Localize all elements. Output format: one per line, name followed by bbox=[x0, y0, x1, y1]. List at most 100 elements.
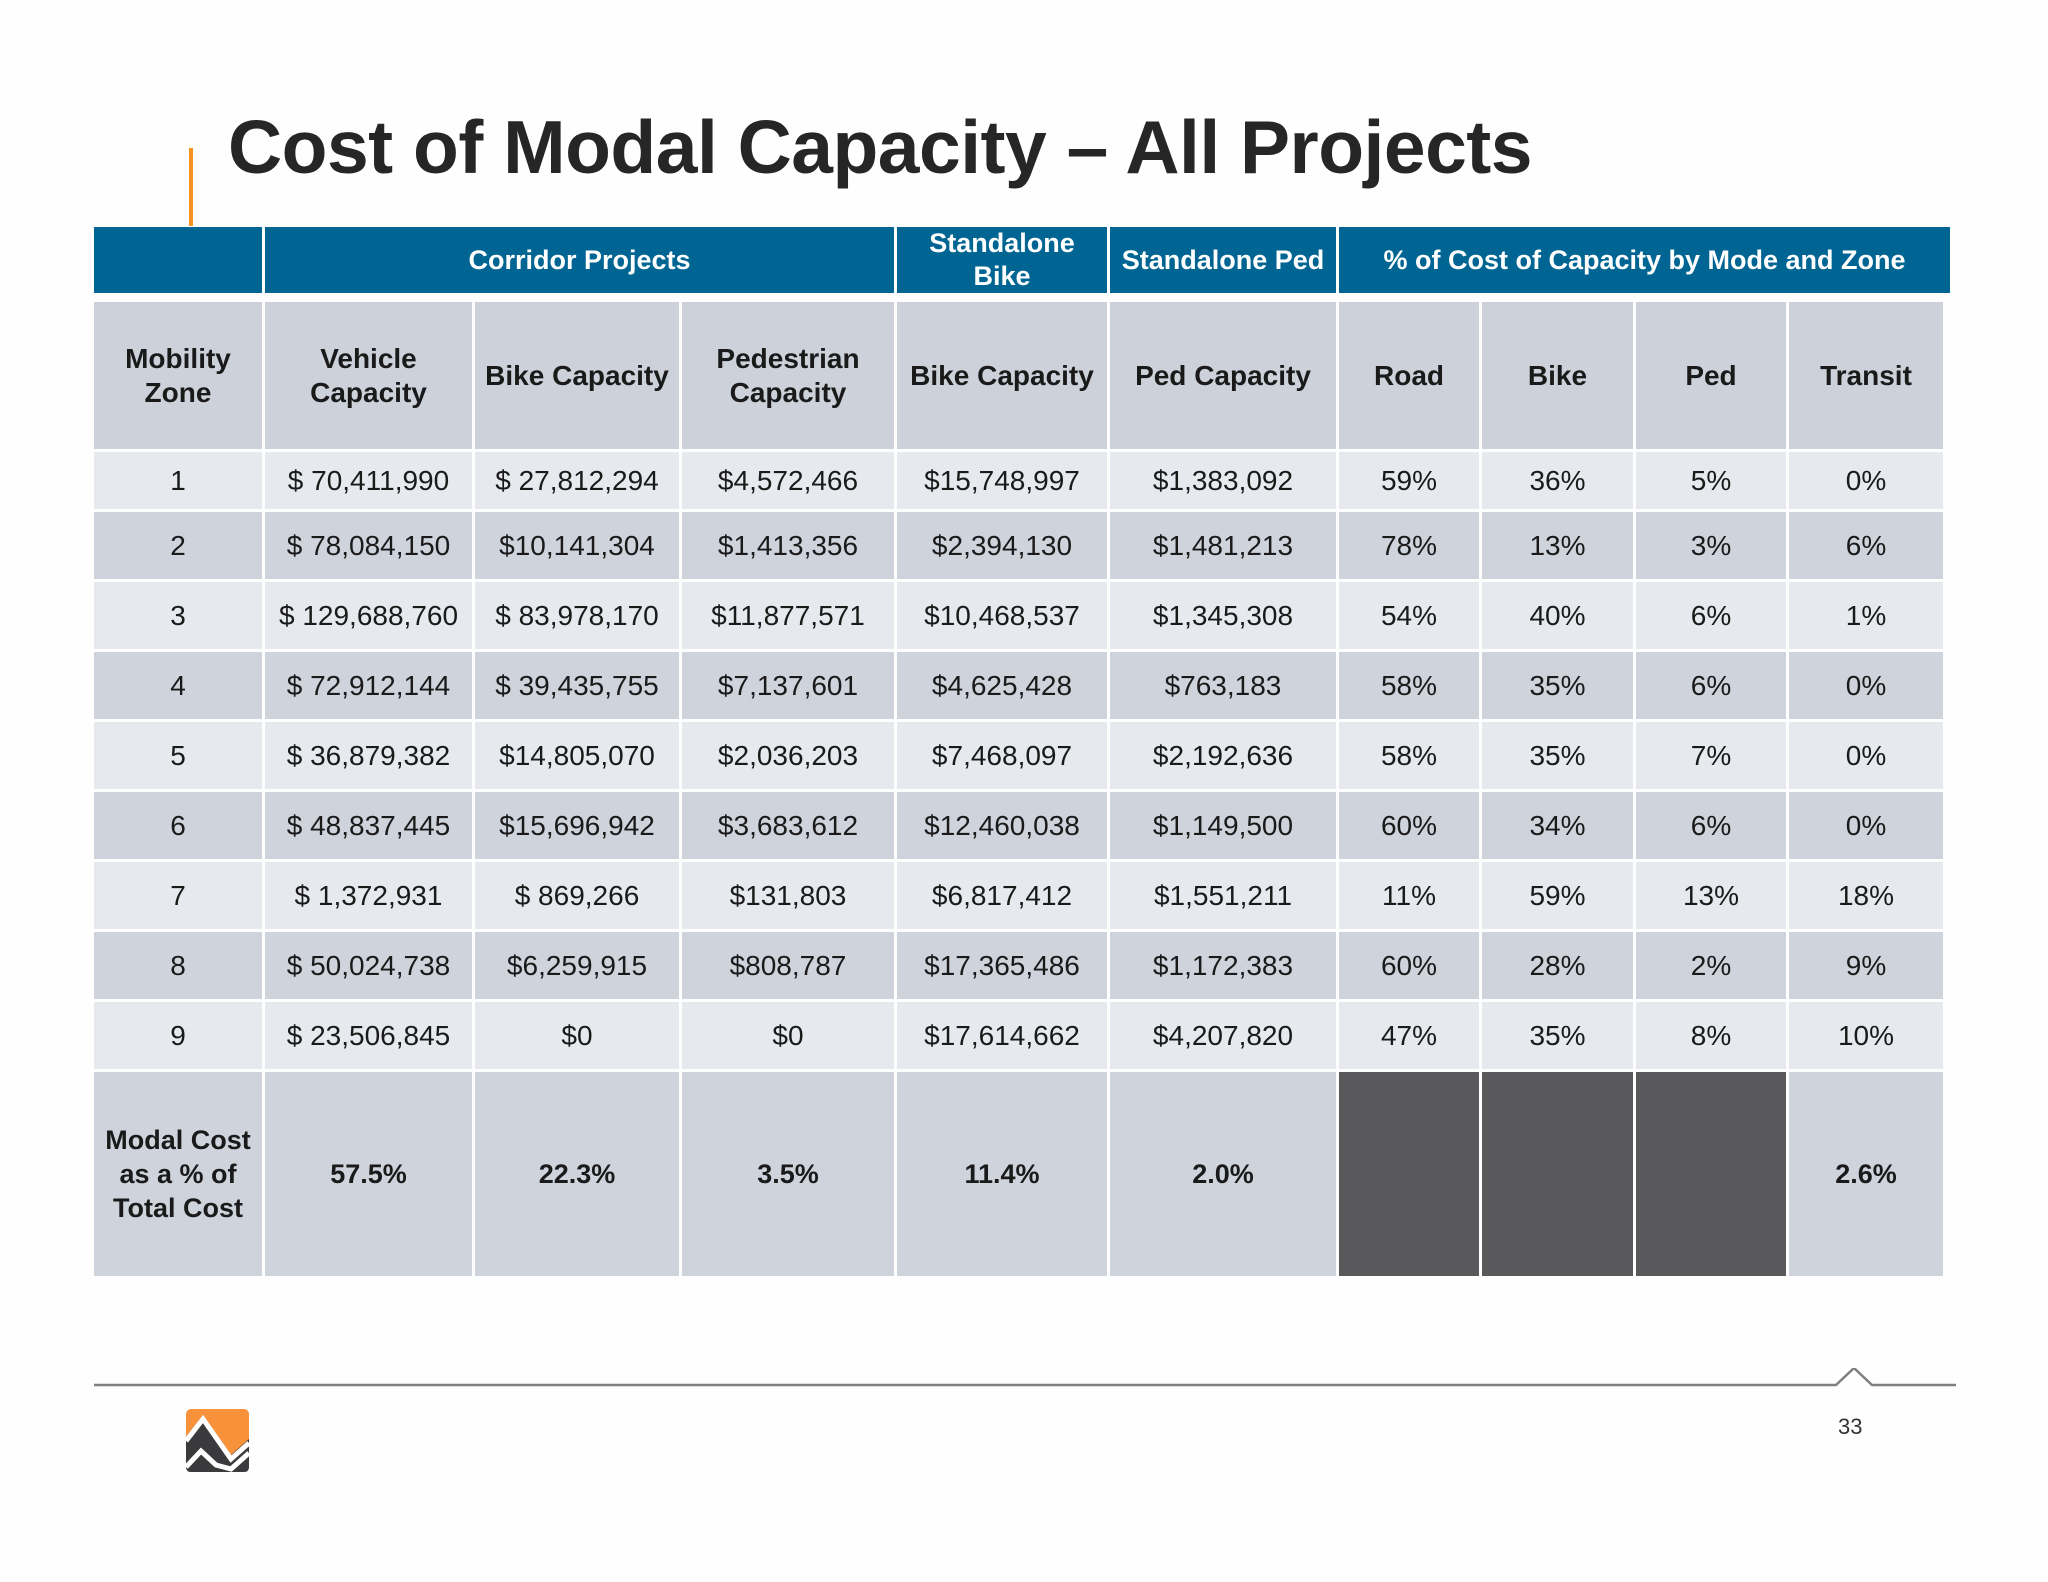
organization-logo-icon bbox=[186, 1409, 249, 1472]
value-cell: 0% bbox=[1789, 722, 1943, 789]
value-cell: $3,683,612 bbox=[682, 792, 894, 859]
modal-capacity-table: Corridor Projects Standalone Bike Standa… bbox=[91, 224, 1953, 1279]
group-header-standalone-bike: Standalone Bike bbox=[897, 227, 1107, 293]
footer-value: 3.5% bbox=[682, 1072, 894, 1276]
column-header: Ped Capacity bbox=[1110, 302, 1336, 449]
value-cell: 3% bbox=[1636, 512, 1786, 579]
value-cell: 1% bbox=[1789, 582, 1943, 649]
value-cell: 35% bbox=[1482, 722, 1633, 789]
edge-cell bbox=[1946, 862, 1950, 929]
table-row: 7 $ 1,372,931 $ 869,266 $131,803 $6,817,412 $… bbox=[94, 862, 1950, 929]
value-cell: 6% bbox=[1636, 582, 1786, 649]
value-cell: $2,192,636 bbox=[1110, 722, 1336, 789]
page-number: 33 bbox=[1838, 1414, 1863, 1439]
table-row: 6 $ 48,837,445 $15,696,942 $3,683,612 $12,46… bbox=[94, 792, 1950, 859]
edge-cell bbox=[1946, 932, 1950, 999]
value-cell: 60% bbox=[1339, 932, 1479, 999]
edge-cell bbox=[1946, 652, 1950, 719]
value-cell: 58% bbox=[1339, 652, 1479, 719]
column-header: Vehicle Capacity bbox=[265, 302, 472, 449]
footer-value: 22.3% bbox=[475, 1072, 679, 1276]
table-row: 9 $ 23,506,845 $0 $0 $17,614,662 $4,207,820 47… bbox=[94, 1002, 1950, 1069]
column-header: Transit bbox=[1789, 302, 1943, 449]
value-cell: 78% bbox=[1339, 512, 1479, 579]
value-cell: $4,207,820 bbox=[1110, 1002, 1336, 1069]
edge-cell bbox=[1946, 1002, 1950, 1069]
value-cell: $15,696,942 bbox=[475, 792, 679, 859]
value-cell: 59% bbox=[1339, 452, 1479, 509]
value-cell: $ 48,837,445 bbox=[265, 792, 472, 859]
value-cell: $ 70,411,990 bbox=[265, 452, 472, 509]
value-cell: 11% bbox=[1339, 862, 1479, 929]
zone-cell: 9 bbox=[94, 1002, 262, 1069]
value-cell: $ 39,435,755 bbox=[475, 652, 679, 719]
column-header: Pedestrian Capacity bbox=[682, 302, 894, 449]
edge-cell bbox=[1946, 452, 1950, 509]
value-cell: $17,614,662 bbox=[897, 1002, 1107, 1069]
title-accent-bar bbox=[189, 148, 193, 226]
table-row: 2 $ 78,084,150 $10,141,304 $1,413,356 $2,394… bbox=[94, 512, 1950, 579]
zone-cell: 7 bbox=[94, 862, 262, 929]
value-cell: $6,817,412 bbox=[897, 862, 1107, 929]
value-cell: $763,183 bbox=[1110, 652, 1336, 719]
value-cell: $ 78,084,150 bbox=[265, 512, 472, 579]
value-cell: $ 83,978,170 bbox=[475, 582, 679, 649]
column-header: Mobility Zone bbox=[94, 302, 262, 449]
value-cell: $10,141,304 bbox=[475, 512, 679, 579]
value-cell: $10,468,537 bbox=[897, 582, 1107, 649]
group-header-blank bbox=[94, 227, 262, 293]
table-row: 3 $ 129,688,760 $ 83,978,170 $11,877,571 $10… bbox=[94, 582, 1950, 649]
value-cell: $2,394,130 bbox=[897, 512, 1107, 579]
value-cell: $131,803 bbox=[682, 862, 894, 929]
value-cell: 10% bbox=[1789, 1002, 1943, 1069]
edge-cell bbox=[1946, 582, 1950, 649]
table-row: 8 $ 50,024,738 $6,259,915 $808,787 $17,365,4… bbox=[94, 932, 1950, 999]
value-cell: 35% bbox=[1482, 1002, 1633, 1069]
value-cell: 6% bbox=[1789, 512, 1943, 579]
value-cell: $ 23,506,845 bbox=[265, 1002, 472, 1069]
value-cell: 0% bbox=[1789, 792, 1943, 859]
value-cell: $ 27,812,294 bbox=[475, 452, 679, 509]
table-row: 4 $ 72,912,144 $ 39,435,755 $7,137,601 $4,62… bbox=[94, 652, 1950, 719]
footer-label: Modal Cost as a % of Total Cost bbox=[94, 1072, 262, 1276]
modal-cost-row: Modal Cost as a % of Total Cost 57.5% 22.3… bbox=[94, 1072, 1950, 1276]
value-cell: $17,365,486 bbox=[897, 932, 1107, 999]
value-cell: $1,172,383 bbox=[1110, 932, 1336, 999]
group-header-standalone-ped: Standalone Ped bbox=[1110, 227, 1336, 293]
value-cell: 58% bbox=[1339, 722, 1479, 789]
zone-cell: 1 bbox=[94, 452, 262, 509]
value-cell: $7,468,097 bbox=[897, 722, 1107, 789]
value-cell: 8% bbox=[1636, 1002, 1786, 1069]
value-cell: $6,259,915 bbox=[475, 932, 679, 999]
zone-cell: 3 bbox=[94, 582, 262, 649]
value-cell: 0% bbox=[1789, 652, 1943, 719]
value-cell: 13% bbox=[1636, 862, 1786, 929]
zone-cell: 8 bbox=[94, 932, 262, 999]
zone-cell: 4 bbox=[94, 652, 262, 719]
value-cell: 18% bbox=[1789, 862, 1943, 929]
value-cell: $ 1,372,931 bbox=[265, 862, 472, 929]
value-cell: $ 869,266 bbox=[475, 862, 679, 929]
page-title: Cost of Modal Capacity – All Projects bbox=[228, 105, 1533, 189]
blank-cell bbox=[1482, 1072, 1633, 1276]
column-header: Ped bbox=[1636, 302, 1786, 449]
value-cell: $1,413,356 bbox=[682, 512, 894, 579]
zone-cell: 6 bbox=[94, 792, 262, 859]
column-header: Bike Capacity bbox=[475, 302, 679, 449]
value-cell: 9% bbox=[1789, 932, 1943, 999]
value-cell: $0 bbox=[682, 1002, 894, 1069]
value-cell: 59% bbox=[1482, 862, 1633, 929]
group-header-pct-cost: % of Cost of Capacity by Mode and Zone bbox=[1339, 227, 1950, 293]
footer-value: 2.0% bbox=[1110, 1072, 1336, 1276]
value-cell: $12,460,038 bbox=[897, 792, 1107, 859]
value-cell: $2,036,203 bbox=[682, 722, 894, 789]
table-row: 5 $ 36,879,382 $14,805,070 $2,036,203 $7,468… bbox=[94, 722, 1950, 789]
value-cell: $1,149,500 bbox=[1110, 792, 1336, 859]
value-cell: $14,805,070 bbox=[475, 722, 679, 789]
column-header: Bike bbox=[1482, 302, 1633, 449]
value-cell: $ 72,912,144 bbox=[265, 652, 472, 719]
value-cell: 6% bbox=[1636, 652, 1786, 719]
value-cell: 47% bbox=[1339, 1002, 1479, 1069]
edge-cell bbox=[1946, 512, 1950, 579]
value-cell: $7,137,601 bbox=[682, 652, 894, 719]
